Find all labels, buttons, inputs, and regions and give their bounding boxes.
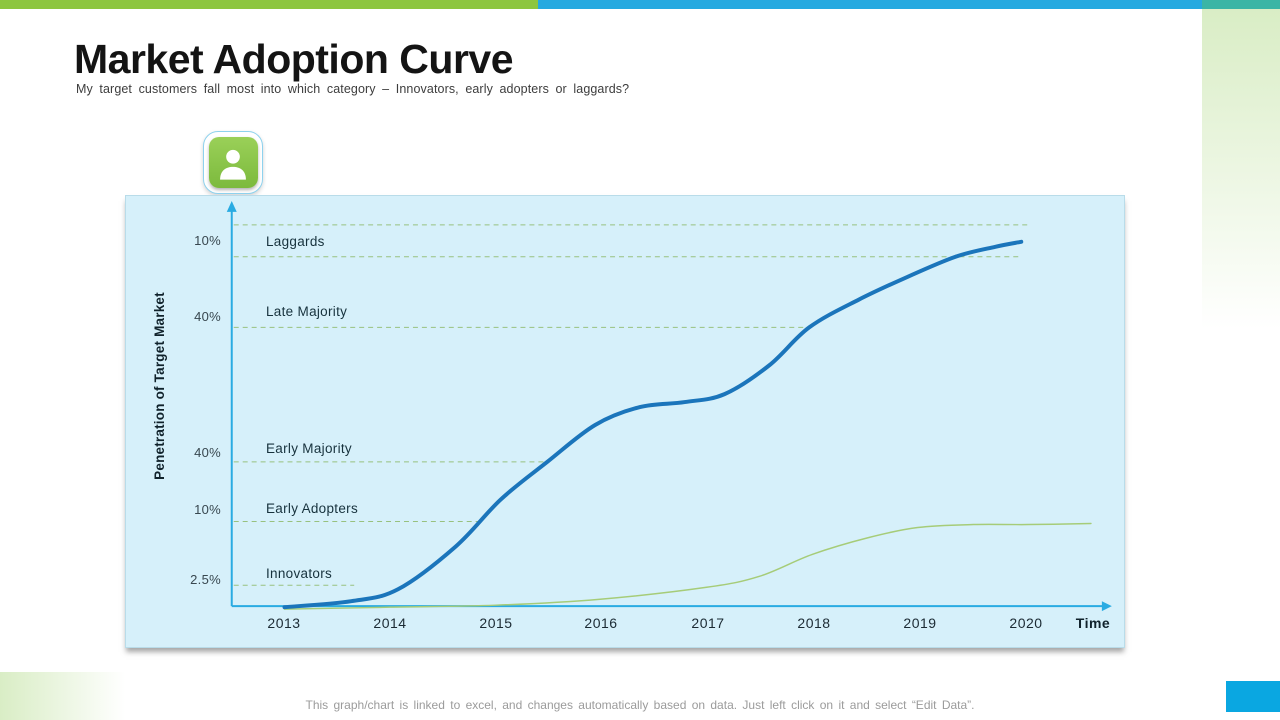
x-tick-2015: 2015 (479, 615, 513, 631)
adopters-per-period-curve (283, 522, 1092, 610)
top-bar-blue-accent (538, 0, 1202, 9)
x-tick-2017: 2017 (691, 615, 725, 631)
footer-note: This graph/chart is linked to excel, and… (305, 698, 975, 712)
bottom-left-gradient-strip (0, 672, 132, 720)
y-axis-arrow-icon (226, 200, 237, 212)
chart-canvas (226, 200, 1112, 612)
person-icon (208, 137, 258, 188)
x-tick-2016: 2016 (584, 615, 618, 631)
right-gradient-strip (1202, 9, 1280, 329)
segment-label-early-majority: Early Majority (266, 441, 352, 456)
y-tick-laggards: 10% (194, 233, 221, 248)
person-icon-frame[interactable] (203, 131, 263, 194)
segment-label-innovators: Innovators (266, 566, 333, 581)
x-axis-arrow-icon (1101, 601, 1112, 612)
segment-label-early-adopters: Early Adopters (266, 501, 358, 516)
segment-label-late-majority: Late Majority (266, 304, 348, 319)
adoption-curve-chart[interactable]: Penetration of Target Market 10% 40% 40%… (125, 195, 1125, 648)
y-tick-early-majority: 40% (194, 445, 221, 460)
bottom-right-blue-square (1226, 681, 1280, 712)
x-tick-2013: 2013 (267, 615, 301, 631)
top-bar-green-accent (0, 0, 538, 9)
page-subtitle: My target customers fall most into which… (76, 82, 630, 96)
x-axis-title: Time (1075, 615, 1111, 631)
x-tick-2014: 2014 (373, 615, 407, 631)
x-tick-2018: 2018 (797, 615, 831, 631)
y-axis-title: Penetration of Target Market (152, 292, 167, 480)
y-tick-innovators: 2.5% (190, 572, 221, 587)
page-title: Market Adoption Curve (74, 36, 514, 82)
top-bar-teal-accent (1202, 0, 1280, 9)
x-tick-2020: 2020 (1009, 615, 1043, 631)
dashed-gridlines (233, 224, 1029, 586)
x-tick-2019: 2019 (903, 615, 937, 631)
segment-label-laggards: Laggards (266, 234, 325, 249)
cumulative-adoption-s-curve (282, 239, 1024, 610)
y-tick-late-majority: 40% (194, 309, 221, 324)
y-tick-early-adopters: 10% (194, 502, 221, 517)
